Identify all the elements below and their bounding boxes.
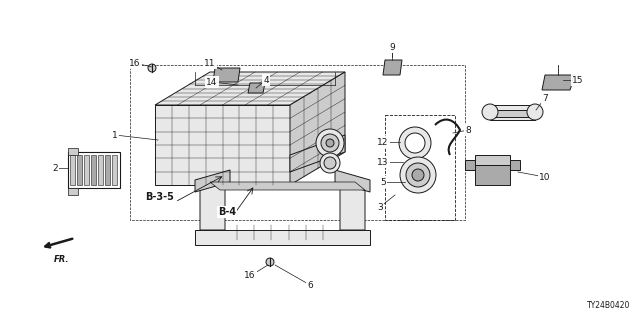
Text: 9: 9 xyxy=(389,43,395,52)
Text: 10: 10 xyxy=(540,172,551,181)
Text: 8: 8 xyxy=(465,125,471,134)
Polygon shape xyxy=(200,175,225,230)
Text: 11: 11 xyxy=(204,59,216,68)
Circle shape xyxy=(405,133,425,153)
Text: 1: 1 xyxy=(112,131,118,140)
Bar xyxy=(130,65,465,220)
Polygon shape xyxy=(210,182,365,190)
Circle shape xyxy=(266,258,274,266)
Text: 5: 5 xyxy=(380,178,386,187)
Text: TY24B0420: TY24B0420 xyxy=(587,301,630,310)
Polygon shape xyxy=(98,155,103,185)
Polygon shape xyxy=(495,110,530,117)
Text: B-4: B-4 xyxy=(218,207,236,217)
Circle shape xyxy=(326,139,334,147)
Polygon shape xyxy=(68,188,78,195)
Circle shape xyxy=(320,153,340,173)
Text: 6: 6 xyxy=(307,281,313,290)
Polygon shape xyxy=(155,72,345,105)
Circle shape xyxy=(527,104,543,120)
Polygon shape xyxy=(91,155,96,185)
Bar xyxy=(385,115,455,220)
Polygon shape xyxy=(465,160,475,170)
Polygon shape xyxy=(70,155,75,185)
Polygon shape xyxy=(290,135,345,172)
Text: 13: 13 xyxy=(377,157,388,166)
Polygon shape xyxy=(383,60,402,75)
Circle shape xyxy=(324,157,336,169)
Text: 15: 15 xyxy=(572,76,584,84)
Text: FR.: FR. xyxy=(54,255,70,264)
Text: 16: 16 xyxy=(244,271,256,281)
Polygon shape xyxy=(510,160,520,170)
Text: 14: 14 xyxy=(206,77,218,86)
Polygon shape xyxy=(155,105,290,185)
Polygon shape xyxy=(290,72,345,185)
Circle shape xyxy=(406,163,430,187)
Polygon shape xyxy=(77,155,82,185)
Text: 16: 16 xyxy=(129,59,141,68)
Polygon shape xyxy=(68,148,78,155)
Polygon shape xyxy=(340,175,365,230)
Text: B-3-5: B-3-5 xyxy=(145,192,174,202)
Polygon shape xyxy=(112,155,117,185)
Polygon shape xyxy=(213,68,240,82)
Text: 3: 3 xyxy=(377,203,383,212)
Circle shape xyxy=(412,169,424,181)
Polygon shape xyxy=(490,105,535,120)
Text: 4: 4 xyxy=(263,76,269,84)
Polygon shape xyxy=(195,230,370,245)
Text: 2: 2 xyxy=(52,164,58,172)
Polygon shape xyxy=(105,155,110,185)
Text: 12: 12 xyxy=(378,138,388,147)
Polygon shape xyxy=(475,155,510,165)
Text: 7: 7 xyxy=(542,93,548,102)
Polygon shape xyxy=(335,170,370,192)
Circle shape xyxy=(316,129,344,157)
Circle shape xyxy=(321,134,339,152)
Polygon shape xyxy=(542,75,575,90)
Circle shape xyxy=(399,127,431,159)
Polygon shape xyxy=(84,155,89,185)
Circle shape xyxy=(400,157,436,193)
Circle shape xyxy=(148,64,156,72)
Polygon shape xyxy=(248,83,265,93)
Circle shape xyxy=(482,104,498,120)
Polygon shape xyxy=(475,165,510,185)
Polygon shape xyxy=(195,170,230,192)
